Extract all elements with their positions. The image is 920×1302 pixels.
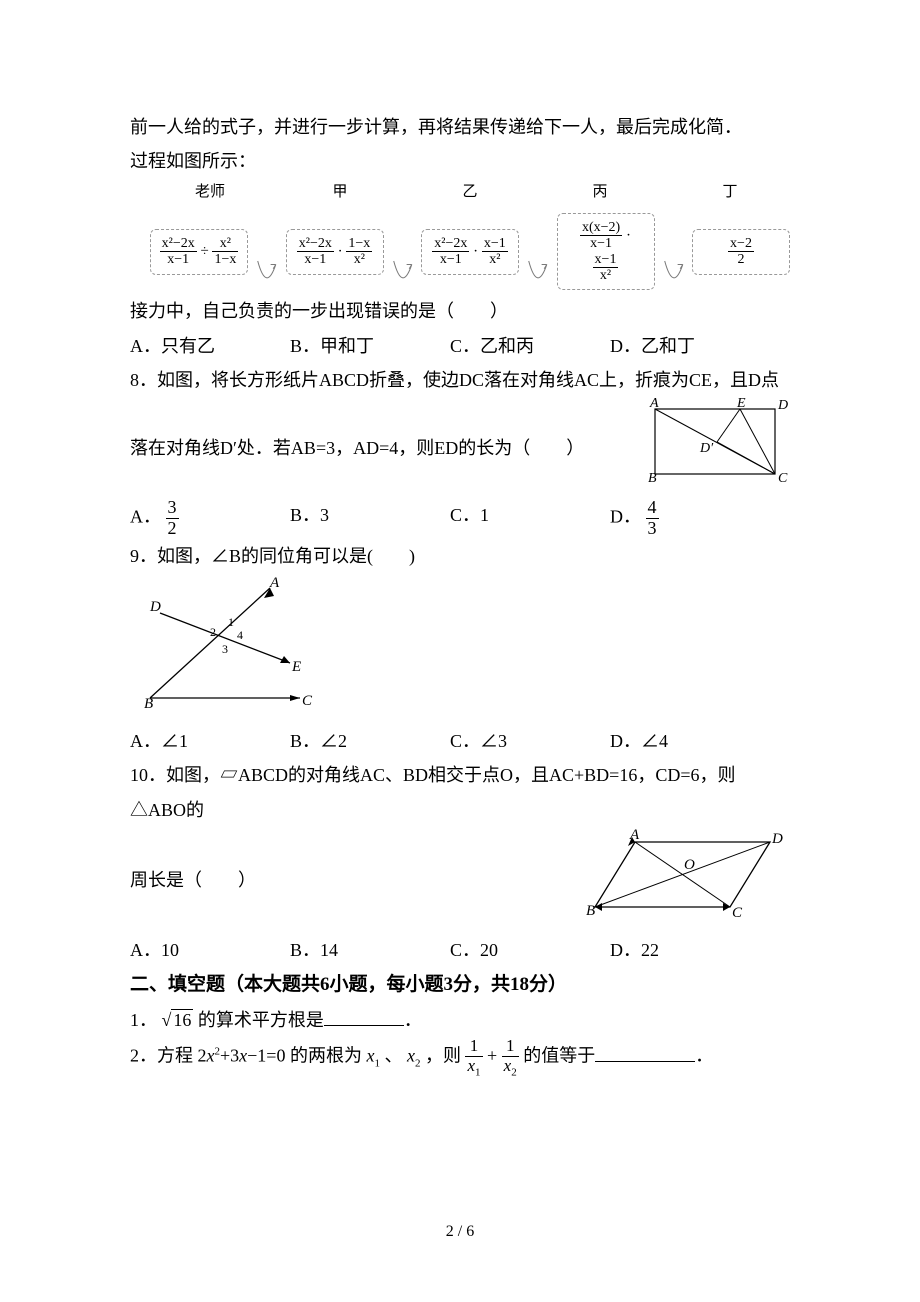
q7-stem: 接力中，自己负责的一步出现错误的是（ ） bbox=[130, 294, 790, 328]
svg-text:C: C bbox=[778, 471, 788, 486]
q9-opt-d: D．∠4 bbox=[610, 724, 770, 758]
svg-text:A: A bbox=[269, 575, 280, 591]
q8-opt-d: D． 43 bbox=[610, 498, 770, 539]
q7-opt-a: A．只有乙 bbox=[130, 329, 290, 363]
q8-opt-b: B．3 bbox=[290, 498, 450, 539]
arrow-icon bbox=[392, 251, 414, 296]
q7-opt-c: C．乙和丙 bbox=[450, 329, 610, 363]
q10-figure: A D B C O bbox=[580, 827, 790, 933]
relay-label: 丁 bbox=[695, 178, 765, 207]
q8-line-2-row: 落在对角线D′处．若AB=3，AD=4，则ED的长为（ ） A E D D′ B… bbox=[130, 397, 790, 498]
relay-box-teacher: x²−2xx−1 ÷ x²1−x bbox=[150, 229, 248, 275]
arrow-icon bbox=[256, 251, 278, 296]
relay-label: 老师 bbox=[175, 178, 245, 207]
page: 前一人给的式子，并进行一步计算，再将结果传递给下一人，最后完成化简． 过程如图所… bbox=[0, 0, 920, 1302]
q10-line-2-row: 周长是（ ） A D B C O bbox=[130, 827, 790, 933]
q10-opt-c: C．20 bbox=[450, 933, 610, 967]
section-2-title: 二、填空题（本大题共6小题，每小题3分，共18分） bbox=[130, 967, 790, 1003]
arrow-icon bbox=[527, 251, 549, 296]
q9-opt-b: B．∠2 bbox=[290, 724, 450, 758]
svg-text:O: O bbox=[684, 857, 695, 873]
q8-line-2: 落在对角线D′处．若AB=3，AD=4，则ED的长为（ ） bbox=[130, 431, 630, 465]
q8-options: A． 32 B．3 C．1 D． 43 bbox=[130, 498, 790, 539]
svg-text:C: C bbox=[302, 693, 313, 709]
svg-text:C: C bbox=[732, 905, 743, 921]
svg-text:A: A bbox=[649, 397, 659, 411]
q10-options: A．10 B．14 C．20 D．22 bbox=[130, 933, 790, 967]
svg-text:E: E bbox=[291, 659, 301, 675]
blank-input[interactable] bbox=[595, 1043, 695, 1062]
svg-text:B: B bbox=[144, 696, 153, 712]
svg-text:2: 2 bbox=[210, 625, 216, 639]
relay-row: x²−2xx−1 ÷ x²1−x x²−2xx−1 · 1−xx² x²−2xx… bbox=[150, 213, 790, 291]
svg-text:B: B bbox=[586, 903, 595, 919]
q7-options: A．只有乙 B．甲和丁 C．乙和丙 D．乙和丁 bbox=[130, 329, 790, 363]
svg-text:D: D bbox=[771, 831, 783, 847]
svg-text:4: 4 bbox=[237, 628, 243, 642]
q8-figure: A E D D′ B C bbox=[640, 397, 790, 498]
svg-text:1: 1 bbox=[228, 615, 234, 629]
q9-options: A．∠1 B．∠2 C．∠3 D．∠4 bbox=[130, 724, 790, 758]
svg-text:D: D bbox=[149, 599, 161, 615]
intro-line-1: 前一人给的式子，并进行一步计算，再将结果传递给下一人，最后完成化简． bbox=[130, 110, 790, 144]
relay-box-4: x−22 bbox=[692, 229, 790, 275]
svg-text:B: B bbox=[648, 471, 657, 486]
relay-label: 甲 bbox=[305, 178, 375, 207]
relay-label: 乙 bbox=[435, 178, 505, 207]
arrow-icon bbox=[663, 251, 685, 296]
q8-opt-c: C．1 bbox=[450, 498, 610, 539]
q8-opt-a: A． 32 bbox=[130, 498, 290, 539]
page-number: 2 / 6 bbox=[0, 1217, 920, 1247]
relay-labels: 老师 甲 乙 丙 丁 bbox=[175, 178, 790, 207]
sqrt-icon: √16 bbox=[162, 1003, 194, 1037]
q9-stem: 9．如图，∠B的同位角可以是( ) bbox=[130, 539, 790, 573]
relay-box-1: x²−2xx−1 · 1−xx² bbox=[286, 229, 384, 275]
q10-opt-a: A．10 bbox=[130, 933, 290, 967]
svg-text:D′: D′ bbox=[699, 441, 714, 456]
svg-text:D: D bbox=[777, 398, 788, 413]
q10-opt-d: D．22 bbox=[610, 933, 770, 967]
relay-box-2: x²−2xx−1 · x−1x² bbox=[421, 229, 519, 275]
fill-2: 2．方程 2x2+3x−1=0 的两根为 x1 、 x2 ，则 1x1 + 1x… bbox=[130, 1037, 790, 1078]
blank-input[interactable] bbox=[324, 1007, 404, 1026]
q9-figure: A B C D E 1 2 3 4 bbox=[130, 573, 790, 724]
intro-line-2: 过程如图所示： bbox=[130, 144, 790, 178]
q7-opt-b: B．甲和丁 bbox=[290, 329, 450, 363]
relay-label: 丙 bbox=[565, 178, 635, 207]
svg-text:E: E bbox=[736, 397, 746, 411]
fill-1: 1． √16 的算术平方根是． bbox=[130, 1003, 790, 1037]
svg-text:A: A bbox=[629, 827, 640, 843]
q10-line-1: 10．如图，▱ABCD的对角线AC、BD相交于点O，且AC+BD=16，CD=6… bbox=[130, 758, 790, 826]
q8-line-1: 8．如图，将长方形纸片ABCD折叠，使边DC落在对角线AC上，折痕为CE，且D点 bbox=[130, 363, 790, 397]
q10-line-2: 周长是（ ） bbox=[130, 863, 490, 897]
relay-box-3: x(x−2)x−1 · x−1x² bbox=[557, 213, 655, 291]
q9-opt-a: A．∠1 bbox=[130, 724, 290, 758]
q10-opt-b: B．14 bbox=[290, 933, 450, 967]
q9-opt-c: C．∠3 bbox=[450, 724, 610, 758]
svg-text:3: 3 bbox=[222, 642, 228, 656]
q7-opt-d: D．乙和丁 bbox=[610, 329, 770, 363]
